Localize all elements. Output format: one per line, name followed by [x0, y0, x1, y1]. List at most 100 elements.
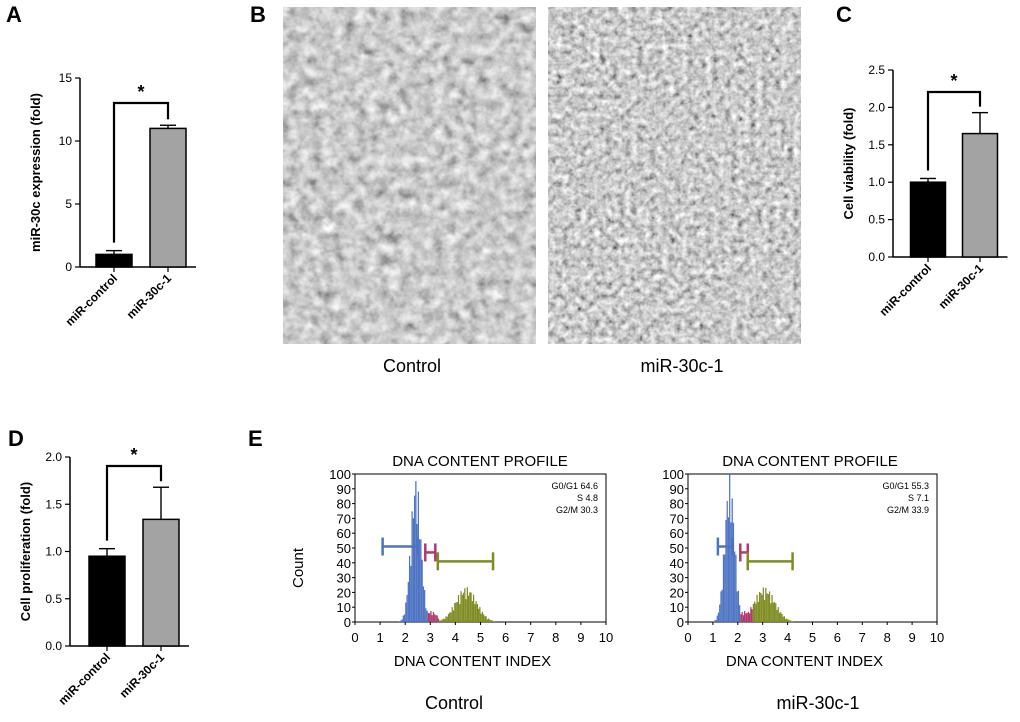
- g2m-bin: [489, 619, 491, 622]
- g2m-bin: [777, 607, 779, 622]
- y-tick-label: 70: [337, 511, 351, 526]
- x-category-label: miR-30c-1: [936, 261, 987, 312]
- g2m-bin: [791, 621, 793, 622]
- g2m-bin: [773, 602, 776, 622]
- g2m-bin: [782, 616, 784, 622]
- g2m-bin: [472, 594, 475, 622]
- g0g1-bin: [731, 498, 733, 622]
- s-bin: [751, 609, 753, 622]
- significance-bracket: [926, 90, 982, 171]
- s-bin: [745, 613, 747, 622]
- g0g1-bin: [715, 619, 717, 622]
- y-tick-label: 0: [65, 260, 72, 274]
- significance-bracket: [112, 101, 170, 243]
- s-bin: [746, 612, 748, 622]
- g0g1-bin: [411, 511, 413, 622]
- g2m-bin: [461, 594, 463, 622]
- y-tick-label: 2.0: [45, 450, 62, 464]
- g0g1-bin: [735, 554, 737, 622]
- g2m-bin: [770, 603, 772, 622]
- g2m-bin: [484, 616, 486, 622]
- g0g1-bin: [412, 518, 414, 622]
- panel-letter-c: C: [836, 2, 852, 27]
- s-bin: [749, 613, 751, 622]
- g2m-bin: [465, 599, 467, 622]
- g2m-bin: [780, 612, 782, 622]
- s-bin: [741, 611, 743, 622]
- g2m-bin: [766, 593, 768, 622]
- g2m-bin: [477, 608, 480, 622]
- histogram-caption-control: Control: [425, 693, 483, 713]
- s-bin: [750, 607, 752, 622]
- y-tick-label: 50: [670, 541, 684, 556]
- y-tick-label: 70: [670, 511, 684, 526]
- panel-letter-b: B: [250, 2, 266, 27]
- phase-stat: G0/G1 64.6: [551, 481, 598, 491]
- g0g1-bin: [400, 620, 402, 622]
- x-tick-label: 0: [351, 630, 358, 645]
- s-bin: [431, 615, 433, 622]
- g0g1-bin: [420, 539, 422, 622]
- g0g1-bin: [730, 522, 732, 622]
- g2m-bin: [761, 594, 763, 622]
- x-tick-label: 8: [884, 630, 891, 645]
- g2m-bin: [446, 616, 448, 622]
- bar-mir-30c-1: [142, 518, 180, 647]
- s-bin: [429, 613, 431, 622]
- g0g1-bin: [726, 500, 728, 622]
- g0g1-bin: [413, 495, 416, 622]
- y-tick-label: 30: [670, 571, 684, 586]
- g2m-bin: [464, 588, 466, 622]
- g2m-bin: [470, 592, 472, 622]
- y-tick-label: 0.5: [45, 592, 62, 606]
- g0g1-bin: [416, 523, 418, 622]
- x-tick-label: 3: [759, 630, 766, 645]
- y-tick-label: 20: [337, 585, 351, 600]
- panel-letter-e: E: [248, 426, 263, 451]
- g0g1-bin: [410, 565, 412, 622]
- g0g1-bin: [425, 608, 427, 622]
- x-tick-label: 5: [477, 630, 484, 645]
- g2m-bin: [778, 612, 781, 622]
- g2m-bin: [767, 594, 769, 622]
- g2m-bin: [475, 601, 477, 622]
- g2m-bin: [787, 619, 789, 622]
- s-bin: [742, 615, 745, 622]
- histogram-title: DNA CONTENT PROFILE: [722, 453, 898, 470]
- g0g1-bin: [422, 586, 425, 622]
- y-tick-label: 2.0: [868, 100, 885, 114]
- g0g1-bin: [732, 522, 735, 622]
- g2m-bin: [456, 601, 458, 622]
- y-tick-label: 100: [662, 467, 684, 482]
- g0g1-bin: [421, 559, 423, 622]
- g2m-bin: [462, 592, 465, 622]
- y-tick-label: 5: [65, 197, 72, 211]
- bar-chart-cell-proliferation: 0.0 0.5 1.0 1.5 2.0 Cell proliferation (fold)…: [18, 445, 189, 708]
- g2m-bin: [476, 604, 478, 622]
- micrograph-caption-control: Control: [383, 356, 441, 376]
- g0g1-bin: [406, 594, 408, 622]
- s-bin: [427, 612, 430, 622]
- g0g1-bin: [720, 591, 722, 622]
- panel-letter-a: A: [6, 2, 22, 27]
- y-tick-label: 20: [670, 585, 684, 600]
- g0g1-bin: [415, 481, 417, 622]
- y-tick-label: 100: [329, 467, 351, 482]
- g0g1-bin: [719, 604, 721, 622]
- g0g1-bin: [716, 615, 718, 622]
- g2m-bin: [790, 620, 792, 622]
- g0g1-bin: [407, 581, 409, 622]
- g2m-bin: [756, 594, 758, 622]
- y-tick-label: 1.5: [868, 138, 885, 152]
- g2m-bin: [786, 618, 788, 622]
- x-axis-title: DNA CONTENT INDEX: [726, 653, 883, 670]
- g0g1-bin: [403, 614, 406, 622]
- g0g1-bin: [401, 619, 403, 622]
- x-category-label: miR-control: [63, 271, 121, 329]
- g2m-bin: [753, 601, 756, 622]
- y-tick-label: 10: [59, 134, 73, 148]
- significance-bracket: [105, 464, 163, 541]
- x-tick-label: 8: [552, 630, 559, 645]
- x-tick-label: 7: [859, 630, 866, 645]
